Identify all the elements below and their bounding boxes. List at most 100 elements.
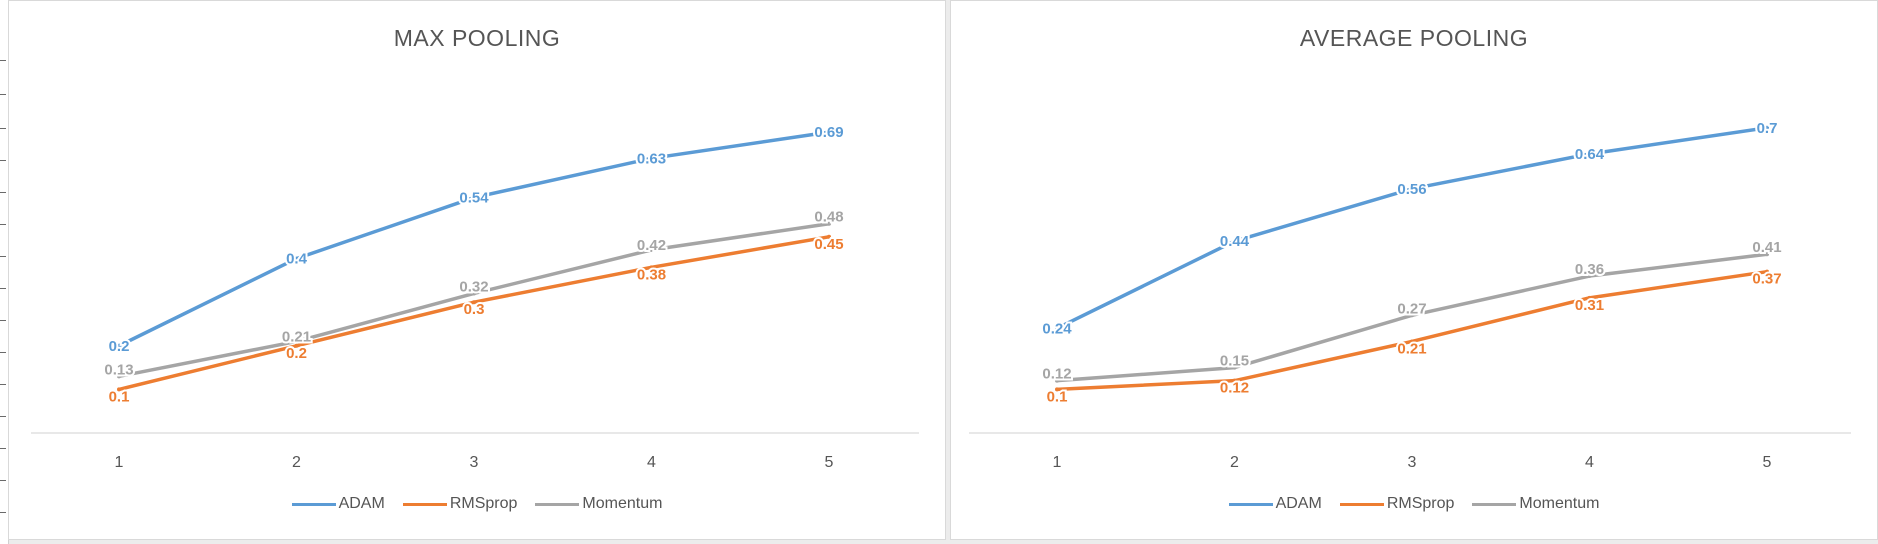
data-label: 0.37 — [1752, 271, 1781, 288]
data-point — [827, 130, 831, 135]
legend-item-momentum: Momentum — [535, 495, 662, 513]
data-label: 0.21 — [282, 328, 311, 345]
data-label: 0.24 — [1042, 320, 1072, 337]
row-tick — [0, 512, 6, 513]
data-label: 0.3 — [464, 301, 485, 318]
data-point — [1410, 186, 1414, 191]
x-tick-label: 1 — [115, 454, 124, 471]
average-pooling-plot: 1 2 3 4 5 0.12 0.15 0.27 0.36 0.41 0.1 0.12 0.21 0.31… — [969, 118, 1851, 471]
data-point — [1232, 378, 1237, 383]
data-point — [1587, 274, 1592, 279]
legend-item-adam: ADAM — [291, 495, 385, 513]
data-point — [1765, 252, 1769, 257]
data-point — [1232, 365, 1237, 370]
rmsprop-swatch — [1339, 502, 1384, 506]
data-point — [649, 247, 654, 252]
data-label: 0.27 — [1397, 300, 1426, 317]
row-tick — [0, 352, 6, 353]
data-point — [1587, 295, 1592, 300]
legend-item-rmsprop: RMSprop — [402, 495, 518, 513]
data-label: 0.44 — [1220, 233, 1250, 250]
row-tick — [0, 320, 6, 321]
data-point — [649, 156, 654, 161]
legend-label: Momentum — [582, 495, 663, 512]
data-label: 0.12 — [1220, 380, 1249, 397]
data-point — [117, 374, 121, 379]
data-label: 0.63 — [637, 150, 666, 167]
data-label: 0.13 — [104, 361, 133, 378]
data-point — [117, 343, 121, 348]
data-label: 0.56 — [1397, 181, 1426, 198]
chart-title: AVERAGE POOLING — [1299, 25, 1529, 51]
data-label: 0.32 — [459, 278, 488, 295]
max-pooling-plot: 1 2 3 4 5 0.13 0.21 0.32 0.42 0.48 0.1 0.2 0.3 0.38 0.… — [31, 122, 919, 471]
data-point — [827, 221, 831, 226]
legend-item-adam: ADAM — [1228, 495, 1322, 513]
x-tick-label: 3 — [470, 454, 479, 471]
legend-item-rmsprop: RMSprop — [1339, 495, 1455, 513]
data-label: 0.1 — [1047, 388, 1068, 405]
data-point — [1410, 313, 1414, 318]
x-tick-label: 2 — [1230, 454, 1239, 471]
data-point — [117, 387, 121, 392]
x-tick-label: 4 — [1585, 454, 1594, 471]
x-tick-label: 5 — [1763, 454, 1772, 471]
data-point — [1055, 326, 1059, 331]
legend-label: RMSprop — [1386, 495, 1455, 512]
data-point — [472, 291, 476, 296]
data-label: 0.38 — [637, 266, 666, 283]
adam-swatch — [291, 502, 336, 506]
data-point — [472, 300, 476, 305]
data-point — [1232, 239, 1237, 244]
row-tick — [0, 60, 6, 61]
data-label: 0.21 — [1397, 340, 1426, 357]
data-point — [1765, 125, 1769, 130]
data-point — [294, 343, 299, 348]
x-tick-label: 1 — [1053, 454, 1062, 471]
row-tick — [0, 224, 6, 225]
x-tick-label: 2 — [292, 454, 301, 471]
data-point — [827, 234, 831, 239]
data-label: 0.31 — [1575, 297, 1604, 314]
legend-item-momentum: Momentum — [1472, 495, 1599, 513]
data-label: 0.12 — [1042, 366, 1071, 383]
row-tick — [0, 256, 6, 257]
chart-title: MAX POOLING — [393, 25, 561, 51]
x-tick-label: 4 — [647, 454, 656, 471]
data-point — [649, 265, 654, 270]
data-point — [1587, 151, 1592, 156]
data-point — [294, 339, 299, 344]
data-label: 0.2 — [286, 345, 307, 362]
row-tick — [0, 94, 6, 95]
data-label: 0.45 — [814, 236, 843, 253]
data-label: 0.41 — [1752, 239, 1781, 256]
series-line-momentum — [117, 221, 831, 379]
data-label: 0.48 — [814, 209, 843, 226]
legend-label: Momentum — [1519, 495, 1600, 512]
data-point — [1765, 269, 1769, 274]
rmsprop-swatch — [402, 502, 447, 506]
row-tick — [0, 384, 6, 385]
data-point — [294, 256, 299, 261]
series-line-momentum — [1055, 252, 1769, 383]
series-line-adam — [1055, 126, 1769, 331]
row-tick — [0, 416, 6, 417]
row-tick — [0, 288, 6, 289]
legend-label: ADAM — [338, 495, 385, 512]
row-tick — [0, 160, 6, 161]
data-label: 0.36 — [1575, 261, 1604, 278]
chart-legend: ADAM RMSprop Momentum — [9, 495, 945, 513]
data-label: 0.4 — [286, 251, 308, 268]
x-tick-label: 5 — [825, 454, 834, 471]
legend-label: RMSprop — [449, 495, 518, 512]
row-tick — [0, 192, 6, 193]
data-point — [472, 195, 476, 200]
data-point — [1055, 378, 1059, 383]
legend-label: ADAM — [1275, 495, 1322, 512]
average-pooling-chart[interactable]: AVERAGE POOLING 1 2 3 4 5 0.12 0.15 0.27 0.36 0.4… — [950, 0, 1878, 540]
max-pooling-chart[interactable]: MAX POOLING 1 2 3 4 5 0.13 0.21 0.32 0.42 0.48 0.1… — [8, 0, 946, 540]
data-point — [1410, 339, 1414, 344]
data-label: 0.15 — [1220, 353, 1249, 370]
row-tick — [0, 128, 6, 129]
data-label: 0.1 — [109, 388, 130, 405]
